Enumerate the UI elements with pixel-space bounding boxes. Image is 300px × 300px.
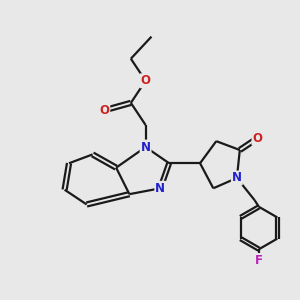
Text: N: N — [232, 172, 242, 184]
Text: O: O — [253, 132, 262, 145]
Text: N: N — [155, 182, 165, 195]
Text: F: F — [255, 254, 263, 267]
Text: N: N — [141, 141, 151, 154]
Text: O: O — [99, 104, 110, 117]
Text: O: O — [141, 74, 151, 87]
